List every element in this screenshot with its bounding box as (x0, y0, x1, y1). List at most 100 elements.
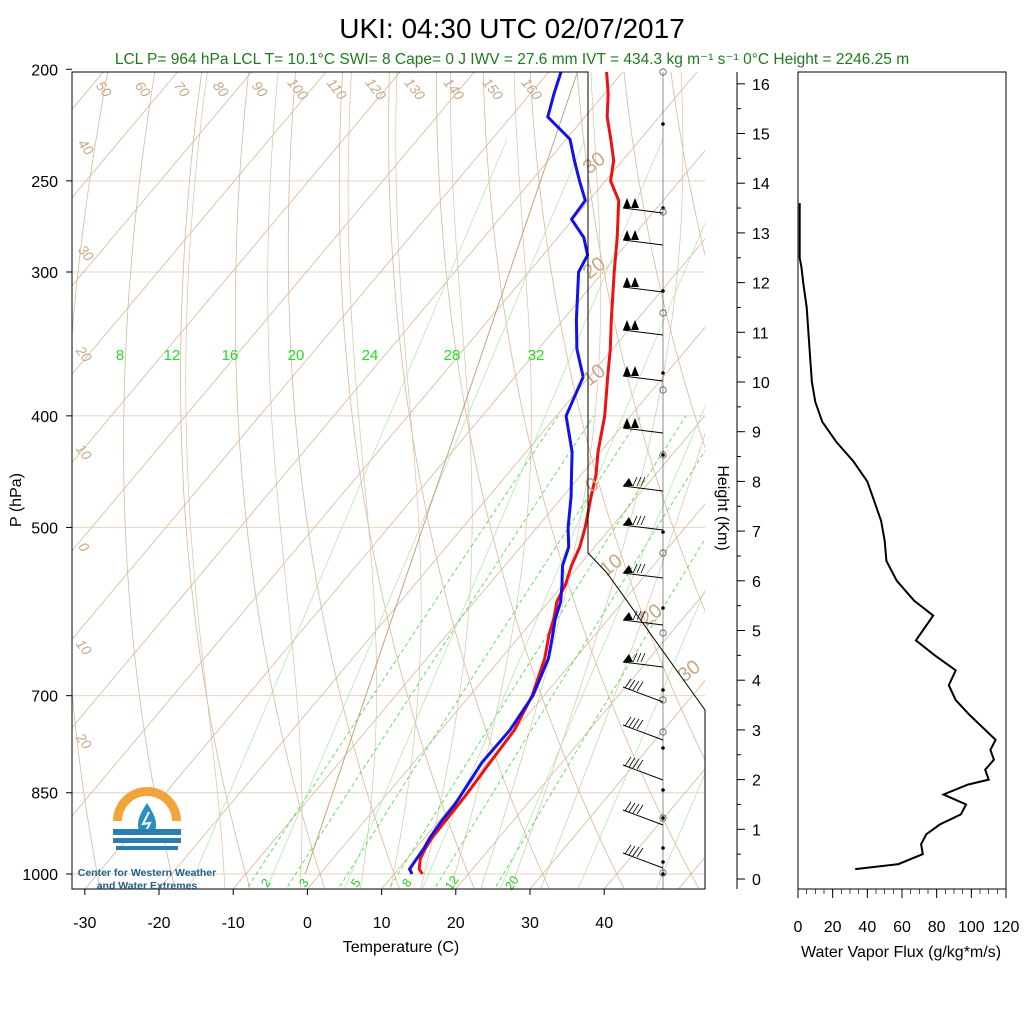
isotherm-line (306, 415, 705, 889)
moist-adiabat-line (185, 72, 226, 889)
wind-barb (622, 661, 664, 668)
isotherm-line (158, 238, 705, 889)
flux-y-tick-label: 7 (752, 524, 761, 541)
wind-feather (632, 652, 638, 663)
flux-x-tick-label: 20 (824, 919, 842, 936)
temperature-line (417, 72, 621, 875)
wind-feather (628, 679, 636, 690)
x-tick-label: 20 (447, 915, 465, 932)
dewpoint-line (407, 72, 590, 875)
flux-y-tick-label: 14 (752, 176, 770, 193)
isotherm-line (455, 591, 705, 889)
wind-feather (624, 801, 632, 812)
mixing-ratio-line (388, 415, 687, 889)
dry-adiabat-line (482, 72, 700, 889)
theta-e-line (499, 405, 705, 889)
isotherm-label: 30 (674, 656, 705, 687)
wind-barb (622, 572, 664, 579)
wind-feather (628, 802, 636, 813)
adiabat-label: 50 (93, 78, 115, 100)
y-tick-label: 850 (31, 786, 58, 803)
dry-adiabat-line (235, 72, 326, 889)
wind-feather (636, 847, 644, 858)
theta-e-line (188, 139, 508, 889)
flux-y-axis-label: Height (Km) (714, 465, 731, 550)
moist-adiabat-line (420, 72, 473, 889)
wind-level-dot (661, 872, 665, 876)
moist-adiabat-line (347, 72, 377, 889)
chart-title: UKI: 04:30 UTC 02/07/2017 (339, 13, 685, 44)
wind-barb (622, 764, 664, 781)
adiabat-label: 160 (518, 75, 545, 103)
calm-circle (659, 451, 667, 459)
wind-barb (622, 427, 664, 434)
y-axis-label: P (hPa) (8, 473, 25, 527)
wind-feather (632, 718, 640, 729)
dry-adiabat-line (771, 0, 1024, 898)
mixing-ratio-label-upper: 16 (222, 347, 239, 364)
adiabat-label: 80 (210, 78, 232, 100)
mixing-ratio-label-upper: 8 (116, 347, 124, 364)
flux-y-tick-label: 6 (752, 574, 761, 591)
wind-level-dot (661, 846, 665, 850)
flux-frame (797, 71, 1007, 890)
y-tick-label: 500 (31, 520, 58, 537)
flux-y-tick-label: 10 (752, 375, 770, 392)
wind-flag (623, 198, 639, 208)
dry-adiabat-line (529, 72, 705, 761)
wind-feather (640, 652, 646, 663)
isotherm-line (72, 72, 104, 110)
wind-barb (622, 329, 664, 336)
calm-circle (659, 68, 667, 76)
wind-level-dot (661, 606, 665, 610)
flux-y-tick-label: 9 (752, 425, 761, 442)
mixing-ratio-label-upper: 32 (528, 347, 545, 364)
dry-adiabat-line (733, 0, 1024, 898)
moist-adiabat-line (540, 432, 705, 889)
dry-adiabat-line (925, 0, 1024, 898)
flux-y-tick-label: 11 (752, 325, 769, 342)
wind-feather (640, 563, 646, 574)
wind-level-dot (661, 453, 665, 457)
adiabat-label: 130 (401, 75, 428, 103)
wind-feather (628, 757, 636, 768)
wind-feather (636, 515, 642, 526)
wind-feather (632, 610, 638, 621)
dry-adiabat-line (287, 72, 401, 889)
cw3e-logo: Center for Western Weather and Water Ext… (78, 787, 216, 892)
isotherm-line (72, 72, 550, 640)
adiabat-label: 100 (284, 75, 311, 103)
wind-feather (636, 610, 642, 621)
skewt-axes: -30-20-100102030401001502002503004005007… (22, 62, 613, 932)
flux-y-tick-label: 15 (752, 127, 770, 144)
wind-feather (636, 681, 644, 692)
dry-adiabat-line (964, 0, 1024, 898)
mixing-ratio-label-lower: 20 (502, 873, 521, 892)
dry-adiabat-line (887, 0, 1024, 898)
isotherm-label: 30 (579, 148, 610, 179)
mixing-ratio-line (433, 450, 705, 889)
calm-circle (659, 309, 667, 317)
wind-barb (622, 485, 664, 492)
adiabat-label: 110 (324, 75, 350, 103)
wind-feather (632, 758, 640, 769)
moist-adiabat-line (450, 72, 532, 889)
isotherm-line (0, 0, 323, 898)
flux-x-tick-label: 80 (928, 919, 946, 936)
chart-subtitle: LCL P= 964 hPa LCL T= 10.1°C SWI= 8 Cape… (115, 51, 909, 68)
dry-adiabat-line (623, 72, 705, 449)
wind-feather (636, 563, 642, 574)
wind-feather (624, 844, 632, 855)
wind-flag (623, 565, 633, 573)
skewt-profiles (407, 72, 621, 875)
mixing-ratio-label-lower: 8 (399, 876, 414, 890)
dry-adiabat-line (435, 72, 625, 889)
wind-feather (636, 476, 642, 487)
dry-adiabat-line (180, 72, 251, 889)
theta-e-line (577, 589, 705, 889)
wind-feather (632, 563, 638, 574)
skewt-background-lines (0, 0, 1024, 898)
